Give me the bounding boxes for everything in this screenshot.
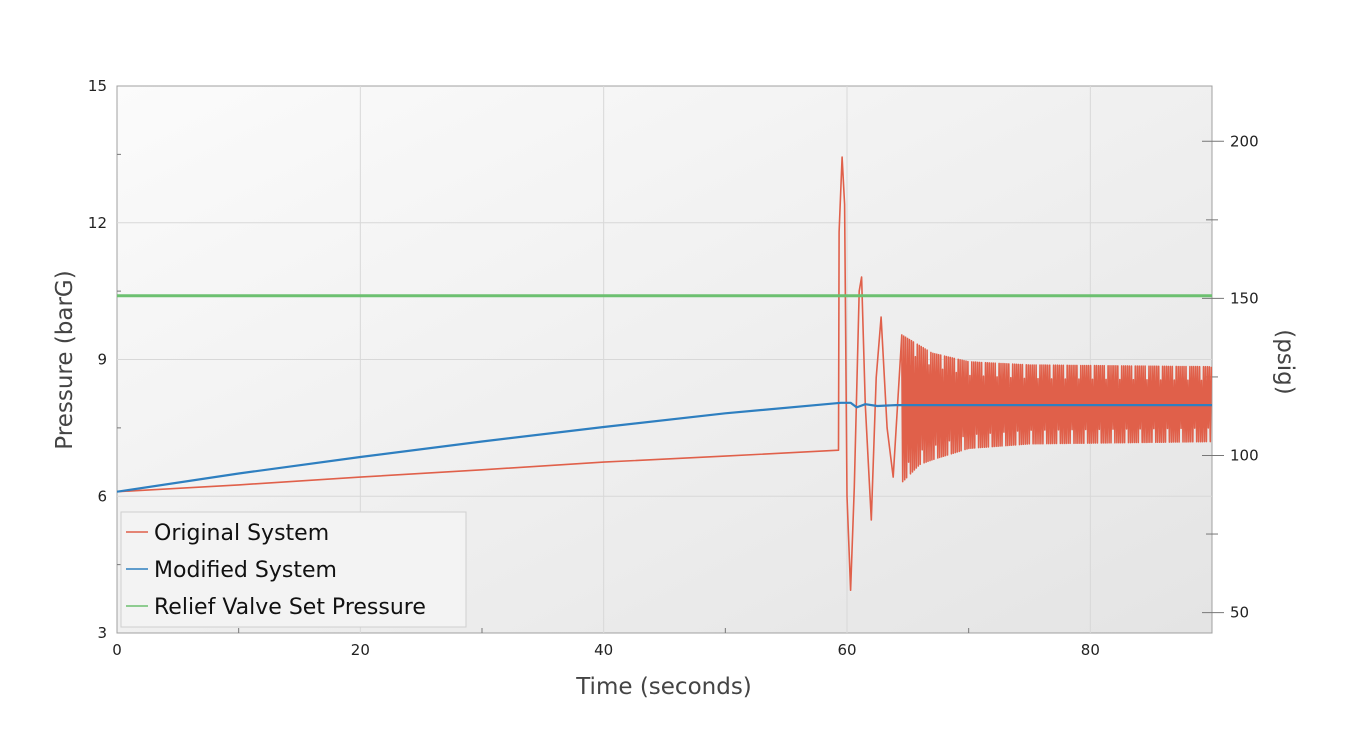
series-group bbox=[117, 156, 1212, 592]
y-tick-label: 3 bbox=[97, 624, 107, 642]
x-tick-label: 80 bbox=[1081, 641, 1100, 659]
x-tick-label: 60 bbox=[837, 641, 856, 659]
legend-label-modified-system: Modified System bbox=[154, 558, 337, 583]
y2-tick-label: 50 bbox=[1230, 604, 1249, 622]
x-tick-label: 40 bbox=[594, 641, 613, 659]
y2-tick-label: 150 bbox=[1230, 289, 1259, 307]
legend-box bbox=[120, 511, 467, 628]
axes: 0 20 40 60 80 3 6 9 12 15 50 100 150 200 bbox=[88, 77, 1259, 659]
legend: Original System Modified System Relief Val… bbox=[120, 511, 467, 628]
series-line-modified-system bbox=[117, 401, 1212, 493]
y-tick-label: 12 bbox=[88, 214, 107, 232]
x-tick-label: 20 bbox=[351, 641, 370, 659]
series-line-original-system bbox=[117, 156, 1212, 592]
y2-tick-label: 200 bbox=[1230, 132, 1259, 150]
y-tick-label: 6 bbox=[97, 487, 107, 505]
y-tick-label: 9 bbox=[97, 351, 107, 369]
legend-label-relief-valve-set-pressure: Relief Valve Set Pressure bbox=[154, 595, 426, 620]
x-tick-label: 0 bbox=[112, 641, 122, 659]
y2-axis-title: (psig) bbox=[1272, 329, 1298, 395]
y-axis-title: Pressure (barG) bbox=[52, 270, 78, 449]
x-axis-title: Time (seconds) bbox=[575, 674, 752, 700]
y-tick-label: 15 bbox=[88, 77, 107, 95]
legend-label-original-system: Original System bbox=[154, 521, 329, 546]
y2-tick-label: 100 bbox=[1230, 446, 1259, 464]
